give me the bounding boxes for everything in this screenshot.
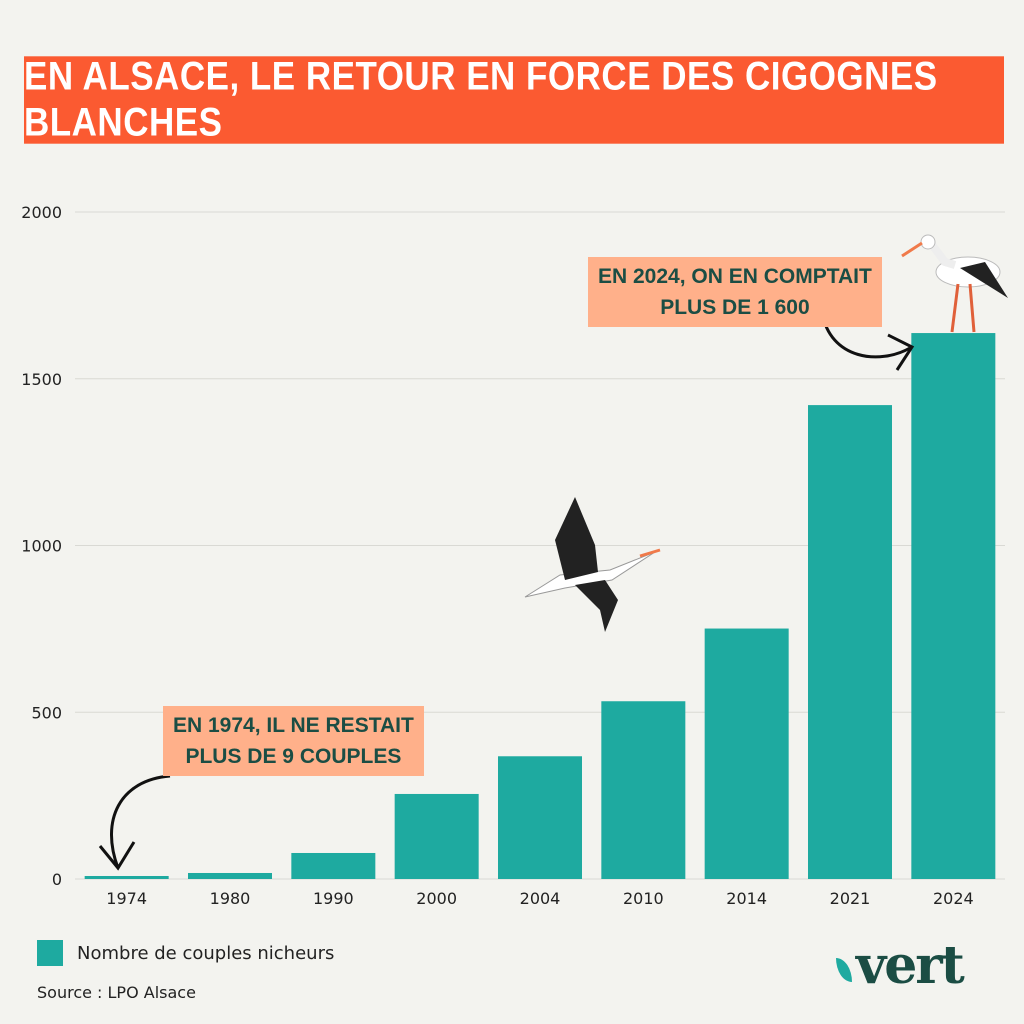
bar-2010 <box>601 701 686 879</box>
x-tick-label: 2024 <box>933 889 974 908</box>
bar-2000 <box>394 793 479 879</box>
y-tick-label: 500 <box>31 703 62 722</box>
annotation-line: EN 2024, ON EN COMPTAIT <box>598 265 872 288</box>
source-text: Source : LPO Alsace <box>37 983 196 1002</box>
bar-1990 <box>291 852 376 879</box>
x-tick-label: 1974 <box>106 889 147 908</box>
bar-2004 <box>498 756 582 879</box>
x-tick-label: 2021 <box>830 889 871 908</box>
annotation-line: EN 1974, IL NE RESTAIT <box>173 714 414 737</box>
x-tick-label: 2014 <box>726 889 767 908</box>
bar-2021 <box>808 405 892 879</box>
x-tick-label: 1980 <box>210 889 251 908</box>
arrowhead-icon <box>98 841 136 871</box>
legend-swatch <box>37 940 63 966</box>
legend-label: Nombre de couples nicheurs <box>77 942 335 964</box>
bar-1974 <box>84 875 169 879</box>
x-tick-label: 1990 <box>313 889 354 908</box>
x-tick-label: 2004 <box>520 889 561 908</box>
standing-stork-icon <box>901 234 1008 333</box>
y-tick-label: 2000 <box>21 203 62 222</box>
logo-text: vert <box>856 935 965 996</box>
annotation-line: PLUS DE 9 COUPLES <box>185 745 402 768</box>
x-tick-label: 2010 <box>623 889 664 908</box>
annotation-line: PLUS DE 1 600 <box>660 296 810 319</box>
annotation-1974: EN 1974, IL NE RESTAIT PLUS DE 9 COUPLES <box>163 706 424 776</box>
leaf-icon <box>836 957 852 982</box>
y-tick-label: 1500 <box>21 370 62 389</box>
y-tick-label: 0 <box>52 870 62 889</box>
chart-title: EN ALSACE, LE RETOUR EN FORCE DES CIGOGN… <box>24 54 1004 145</box>
annotation-2024: EN 2024, ON EN COMPTAIT PLUS DE 1 600 <box>588 257 882 327</box>
legend: Nombre de couples nicheurs <box>37 940 334 966</box>
flying-stork-icon <box>524 497 661 632</box>
y-tick-label: 1000 <box>21 537 62 556</box>
arrowhead-icon <box>887 333 915 371</box>
arrow-1974 <box>110 774 171 869</box>
bar-1980 <box>188 872 272 879</box>
bar-2014 <box>704 628 789 879</box>
bar-2024 <box>911 333 996 879</box>
x-tick-label: 2000 <box>416 889 457 908</box>
vert-logo: vert <box>836 935 965 996</box>
